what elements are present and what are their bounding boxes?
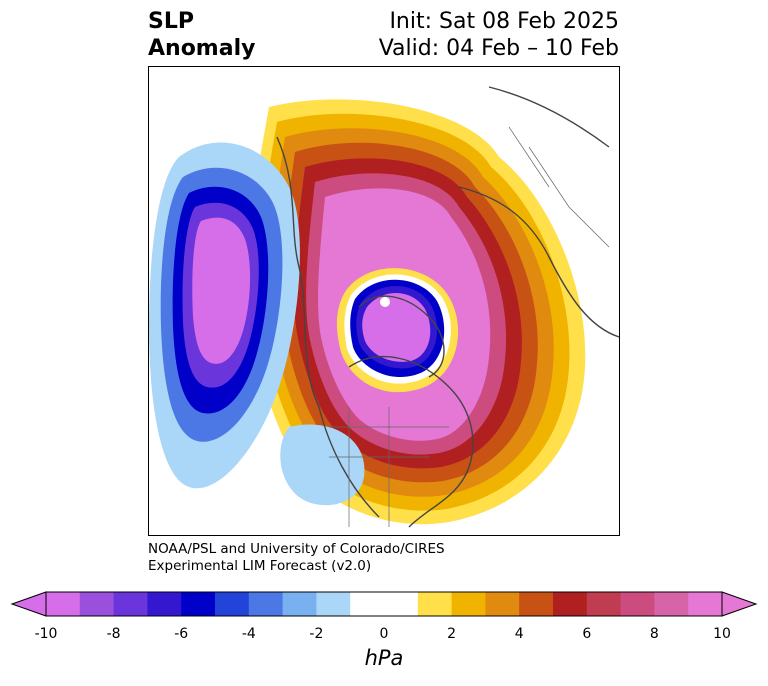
- coastlines: [276, 86, 619, 528]
- colorbar-cell: [147, 592, 182, 616]
- init-date: Init: Sat 08 Feb 2025: [389, 9, 619, 34]
- colorbar-cell: [248, 592, 284, 616]
- colorbar-unit-label: hPa: [364, 646, 404, 670]
- anomaly-map: [148, 66, 620, 536]
- colorbar-cell: [282, 592, 317, 616]
- forecast-dates: Init: Sat 08 Feb 2025 Valid: 04 Feb – 10…: [379, 8, 619, 62]
- colorbar-cell: [485, 592, 520, 616]
- valid-range: Valid: 04 Feb – 10 Feb: [378, 36, 619, 61]
- title-line-2: Anomaly: [148, 36, 256, 61]
- colorbar-cell: [553, 592, 588, 616]
- title-line-1: SLP: [148, 9, 194, 34]
- colorbar-cell: [215, 592, 250, 616]
- borders: [329, 126, 610, 527]
- colorbar-cell: [384, 592, 419, 616]
- colorbar-tick-label: 8: [649, 626, 659, 642]
- colorbar-cell: [417, 592, 453, 616]
- colorbar-tick-label: 2: [447, 626, 457, 642]
- colorbar-cell: [113, 592, 148, 616]
- colorbar-cell: [316, 592, 351, 616]
- colorbar-outline: [45, 591, 723, 617]
- colorbar-tick-label: -6: [174, 626, 189, 642]
- colorbar-cell: [620, 592, 655, 616]
- colorbar-cell: [451, 592, 486, 616]
- colorbar-tick-label: -8: [106, 626, 121, 642]
- negative-anomaly-greenland: [336, 268, 459, 393]
- credit-line-2: Experimental LIM Forecast (v2.0): [148, 558, 372, 574]
- colorbar-tick-label: -10: [34, 626, 58, 642]
- colorbar-cell: [46, 592, 81, 616]
- map-title: SLP Anomaly: [148, 8, 255, 62]
- colorbar-tick-label: 4: [514, 626, 524, 642]
- colorbar-tick-label: -2: [309, 626, 324, 642]
- map-svg: [149, 86, 619, 528]
- credit-line-1: NOAA/PSL and University of Colorado/CIRE…: [148, 541, 445, 557]
- colorbar-tick-label: 0: [379, 626, 389, 642]
- negative-anomaly-west-us: [280, 424, 365, 506]
- colorbar-cells: [46, 592, 723, 616]
- colorbar-tick-label: -4: [241, 626, 256, 642]
- colorbar-right-arrow: [721, 591, 758, 617]
- colorbar-cell: [181, 592, 216, 616]
- colorbar-left-arrow: [10, 591, 47, 617]
- colorbar: [10, 591, 758, 617]
- colorbar-cell: [586, 592, 622, 616]
- colorbar-tick-label: 6: [582, 626, 592, 642]
- colorbar-cell: [688, 592, 723, 616]
- negative-anomaly-pacific: [149, 142, 300, 489]
- colorbar-cell: [79, 592, 115, 616]
- colorbar-tick-label: 10: [713, 626, 731, 642]
- colorbar-cell: [519, 592, 554, 616]
- colorbar-cell: [654, 592, 689, 616]
- colorbar-cell: [350, 592, 385, 616]
- credit: NOAA/PSL and University of Colorado/CIRE…: [148, 541, 445, 575]
